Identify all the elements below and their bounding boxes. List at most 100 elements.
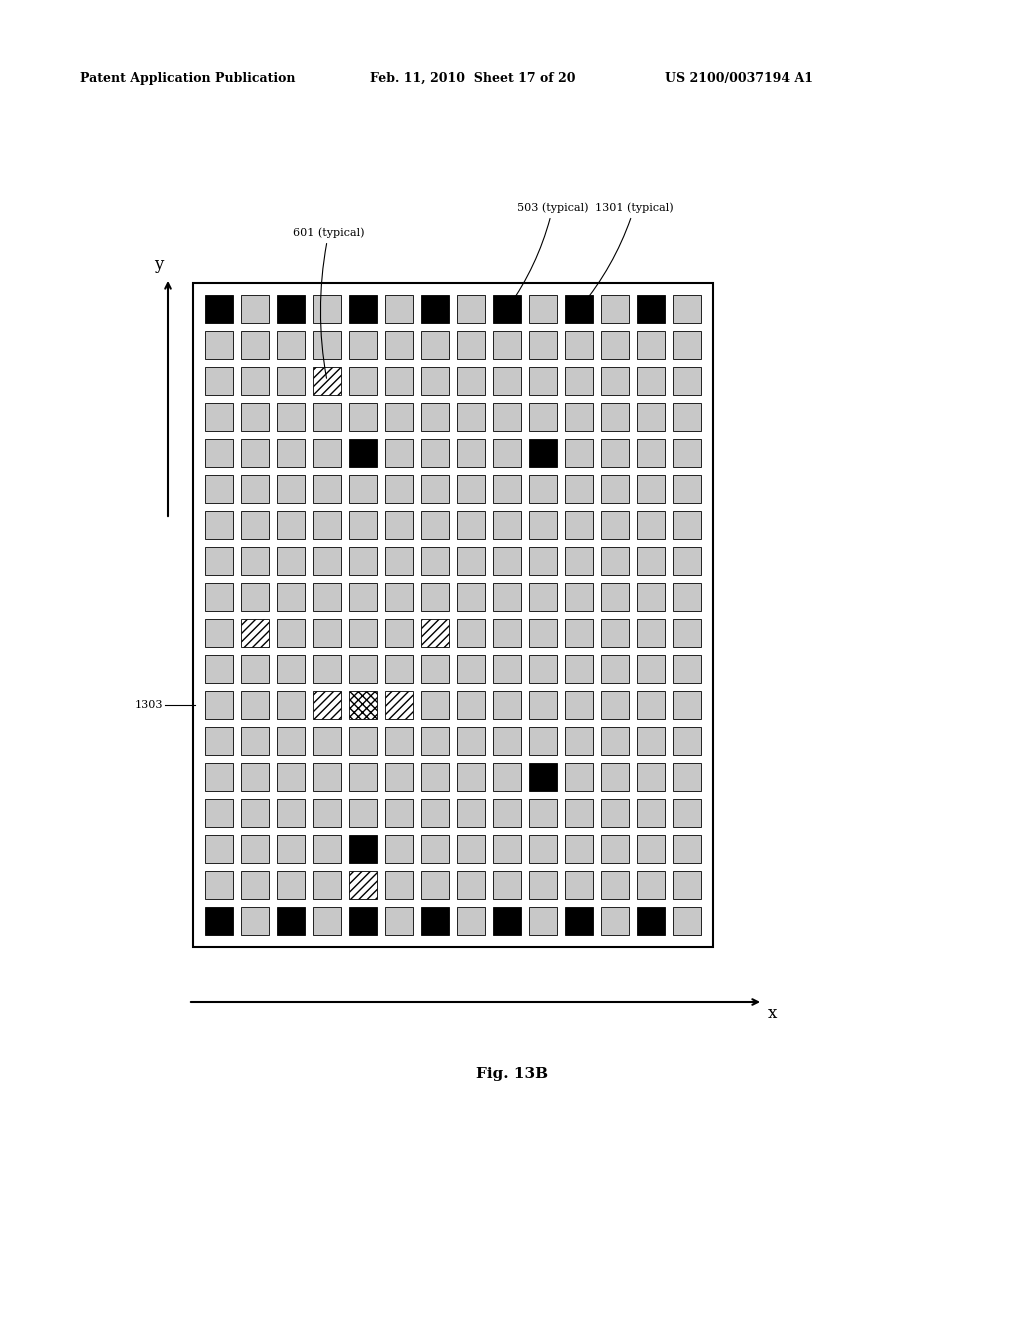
Bar [385, 763, 413, 791]
Bar [673, 836, 701, 863]
Bar [313, 907, 341, 935]
Bar [457, 367, 485, 395]
Bar [205, 583, 233, 611]
Bar [565, 583, 593, 611]
Bar [637, 907, 665, 935]
Bar [313, 836, 341, 863]
Bar [421, 440, 449, 467]
Bar [349, 583, 377, 611]
Bar [278, 583, 305, 611]
Bar [313, 583, 341, 611]
Bar [457, 907, 485, 935]
Bar [421, 907, 449, 935]
Bar [457, 511, 485, 539]
Bar [565, 655, 593, 682]
Bar [673, 367, 701, 395]
Bar [565, 727, 593, 755]
Bar [421, 367, 449, 395]
Bar [529, 799, 557, 828]
Bar [385, 583, 413, 611]
Bar [637, 619, 665, 647]
Bar [385, 655, 413, 682]
Bar [637, 799, 665, 828]
Bar [421, 871, 449, 899]
Bar [421, 475, 449, 503]
Bar [673, 403, 701, 432]
Text: 601 (typical): 601 (typical) [293, 227, 365, 379]
Bar [529, 440, 557, 467]
Bar [385, 836, 413, 863]
Bar [601, 619, 629, 647]
Bar [493, 690, 521, 719]
Bar [601, 294, 629, 323]
Bar [565, 799, 593, 828]
Bar [673, 294, 701, 323]
Bar [637, 511, 665, 539]
Bar [205, 475, 233, 503]
Bar [637, 871, 665, 899]
Bar [421, 655, 449, 682]
Bar [493, 546, 521, 576]
Bar [278, 367, 305, 395]
Bar [637, 294, 665, 323]
Bar [313, 511, 341, 539]
Bar [278, 727, 305, 755]
Text: 1303: 1303 [134, 700, 163, 710]
Bar [493, 836, 521, 863]
Bar [601, 331, 629, 359]
Bar [673, 583, 701, 611]
Bar [205, 294, 233, 323]
Bar [205, 367, 233, 395]
Bar [637, 475, 665, 503]
Bar [241, 583, 269, 611]
Bar [278, 799, 305, 828]
Bar [457, 403, 485, 432]
Bar [313, 763, 341, 791]
Bar [205, 619, 233, 647]
Bar [529, 871, 557, 899]
Bar [421, 403, 449, 432]
Bar [421, 583, 449, 611]
Bar [349, 799, 377, 828]
Bar [241, 331, 269, 359]
Bar [637, 763, 665, 791]
Bar [421, 619, 449, 647]
Bar [421, 294, 449, 323]
Bar [193, 282, 713, 946]
Bar [349, 440, 377, 467]
Bar [205, 763, 233, 791]
Bar [205, 511, 233, 539]
Bar [457, 440, 485, 467]
Bar [205, 403, 233, 432]
Bar [637, 331, 665, 359]
Bar [349, 907, 377, 935]
Bar [385, 799, 413, 828]
Bar [278, 546, 305, 576]
Bar [205, 799, 233, 828]
Bar [493, 799, 521, 828]
Bar [349, 763, 377, 791]
Bar [493, 440, 521, 467]
Bar [241, 475, 269, 503]
Bar [278, 331, 305, 359]
Bar [349, 294, 377, 323]
Text: Patent Application Publication: Patent Application Publication [80, 73, 296, 84]
Bar [529, 727, 557, 755]
Bar [601, 367, 629, 395]
Bar [529, 907, 557, 935]
Bar [313, 690, 341, 719]
Bar [565, 546, 593, 576]
Bar [278, 511, 305, 539]
Bar [385, 619, 413, 647]
Bar [421, 690, 449, 719]
Bar [349, 331, 377, 359]
Bar [457, 475, 485, 503]
Bar [349, 475, 377, 503]
Bar [673, 763, 701, 791]
Text: 1301 (typical): 1301 (typical) [581, 202, 674, 306]
Bar [278, 763, 305, 791]
Bar [673, 871, 701, 899]
Bar [313, 367, 341, 395]
Bar [421, 799, 449, 828]
Bar [421, 763, 449, 791]
